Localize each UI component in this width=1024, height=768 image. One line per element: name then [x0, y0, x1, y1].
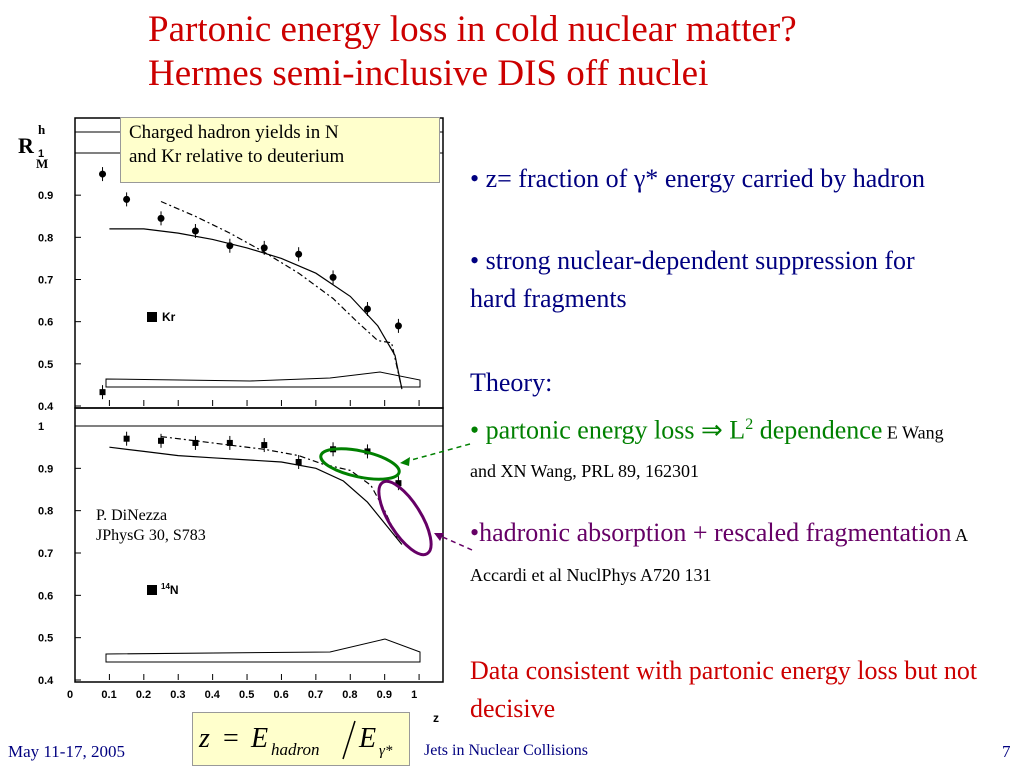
y-tick-label: 0.4: [38, 401, 54, 413]
bottom-energy-loss-curve: [109, 446, 403, 545]
purple-highlight-ellipse: [377, 479, 433, 557]
y-axis-label: R: [18, 133, 35, 158]
callout-line-1: Charged hadron yields in N: [129, 122, 339, 143]
x-tick-label: 1: [411, 689, 417, 701]
top-energy-loss-curve: [109, 228, 403, 390]
x-tick-label: 0.4: [205, 689, 221, 701]
bullet-z-definition: • z= fraction of γ* energy carried by ha…: [470, 164, 925, 193]
bottom-panel-frame: [74, 407, 444, 683]
callout-line-2: and Kr relative to deuterium: [129, 146, 345, 167]
formula-e-gamma: E: [358, 723, 376, 754]
bullet-energy-loss: • partonic energy loss ⇒ L2 dependence E…: [470, 415, 944, 481]
svg-text:h: h: [38, 122, 46, 137]
formula-equals: =: [223, 723, 239, 754]
credit-author: P. DiNezza: [96, 507, 168, 524]
x-tick-label: 0.8: [342, 689, 357, 701]
bullet-suppression: • strong nuclear-dependent suppression f…: [470, 246, 915, 313]
conclusion-text: Data consistent with partonic energy los…: [470, 656, 978, 723]
footer-title: Jets in Nuclear Collisions: [424, 742, 588, 759]
x-tick-label: 0.5: [239, 689, 254, 701]
svg-text:M: M: [36, 156, 48, 171]
z-definition-formula: z = E hadron E γ*: [192, 712, 410, 766]
title-line-1: Partonic energy loss in cold nuclear mat…: [148, 9, 797, 50]
bottom-absorption-curve: [160, 436, 399, 541]
y-tick-label: 0.6: [38, 317, 53, 329]
formula-z: z: [198, 723, 210, 754]
green-arrow: [403, 443, 471, 463]
top-absorption-curve: [160, 200, 403, 390]
x-tick-label: 0.7: [308, 689, 323, 701]
kr-legend-marker: [147, 312, 157, 322]
footer-page-number: 7: [1002, 742, 1011, 761]
y-tick-label: 0.7: [38, 548, 53, 560]
x-tick-label: 0.6: [273, 689, 288, 701]
purple-arrow: [437, 534, 473, 551]
green-arrow-head: [400, 457, 410, 466]
y-tick-label: 0.8: [38, 232, 53, 244]
x-tick-label: 0.2: [136, 689, 151, 701]
formula-sub-gamma: γ*: [379, 743, 393, 759]
green-highlight-ellipse: [319, 447, 401, 481]
n14-legend-marker: [147, 585, 157, 595]
y-tick-label: 0.5: [38, 359, 53, 371]
chart-callout-box: Charged hadron yields in N and Kr relati…: [120, 117, 440, 183]
y-tick-label: 0.7: [38, 275, 53, 287]
x-tick-label: 0: [67, 689, 73, 701]
bullet-hadronic-absorption: •hadronic absorption + rescaled fragment…: [470, 518, 967, 585]
y-tick-label: 0.8: [38, 506, 53, 518]
title-line-2: Hermes semi-inclusive DIS off nuclei: [148, 53, 709, 94]
y-tick-label: 0.9: [38, 463, 53, 475]
y-tick-label: 0.6: [38, 590, 53, 602]
chart-credit: P. DiNezza JPhysG 30, S783: [96, 506, 206, 546]
formula-sub-hadron: hadron: [271, 740, 320, 759]
y-tick-label: 0.5: [38, 633, 53, 645]
kr-legend-label: Kr: [162, 310, 176, 324]
y-tick-label: 1: [38, 148, 44, 160]
y-tick-label: 1: [38, 421, 44, 433]
credit-reference: JPhysG 30, S783: [96, 527, 206, 544]
x-tick-label: 0.3: [170, 689, 185, 701]
purple-arrow-head: [434, 533, 444, 541]
top-systematic-band: [105, 371, 421, 388]
formula-e-hadron: E: [250, 723, 268, 754]
bottom-systematic-band: [105, 638, 421, 663]
x-tick-label: 0.1: [101, 689, 116, 701]
x-tick-label: 0.9: [377, 689, 392, 701]
y-tick-label: 0.9: [38, 190, 53, 202]
y-tick-label: 0.4: [38, 675, 54, 687]
theory-heading: Theory:: [470, 368, 553, 397]
n14-legend-label: 14N: [161, 582, 179, 597]
x-axis-label: z: [433, 711, 439, 725]
slide-title: Partonic energy loss in cold nuclear mat…: [148, 8, 797, 96]
footer-date: May 11-17, 2005: [8, 742, 125, 761]
